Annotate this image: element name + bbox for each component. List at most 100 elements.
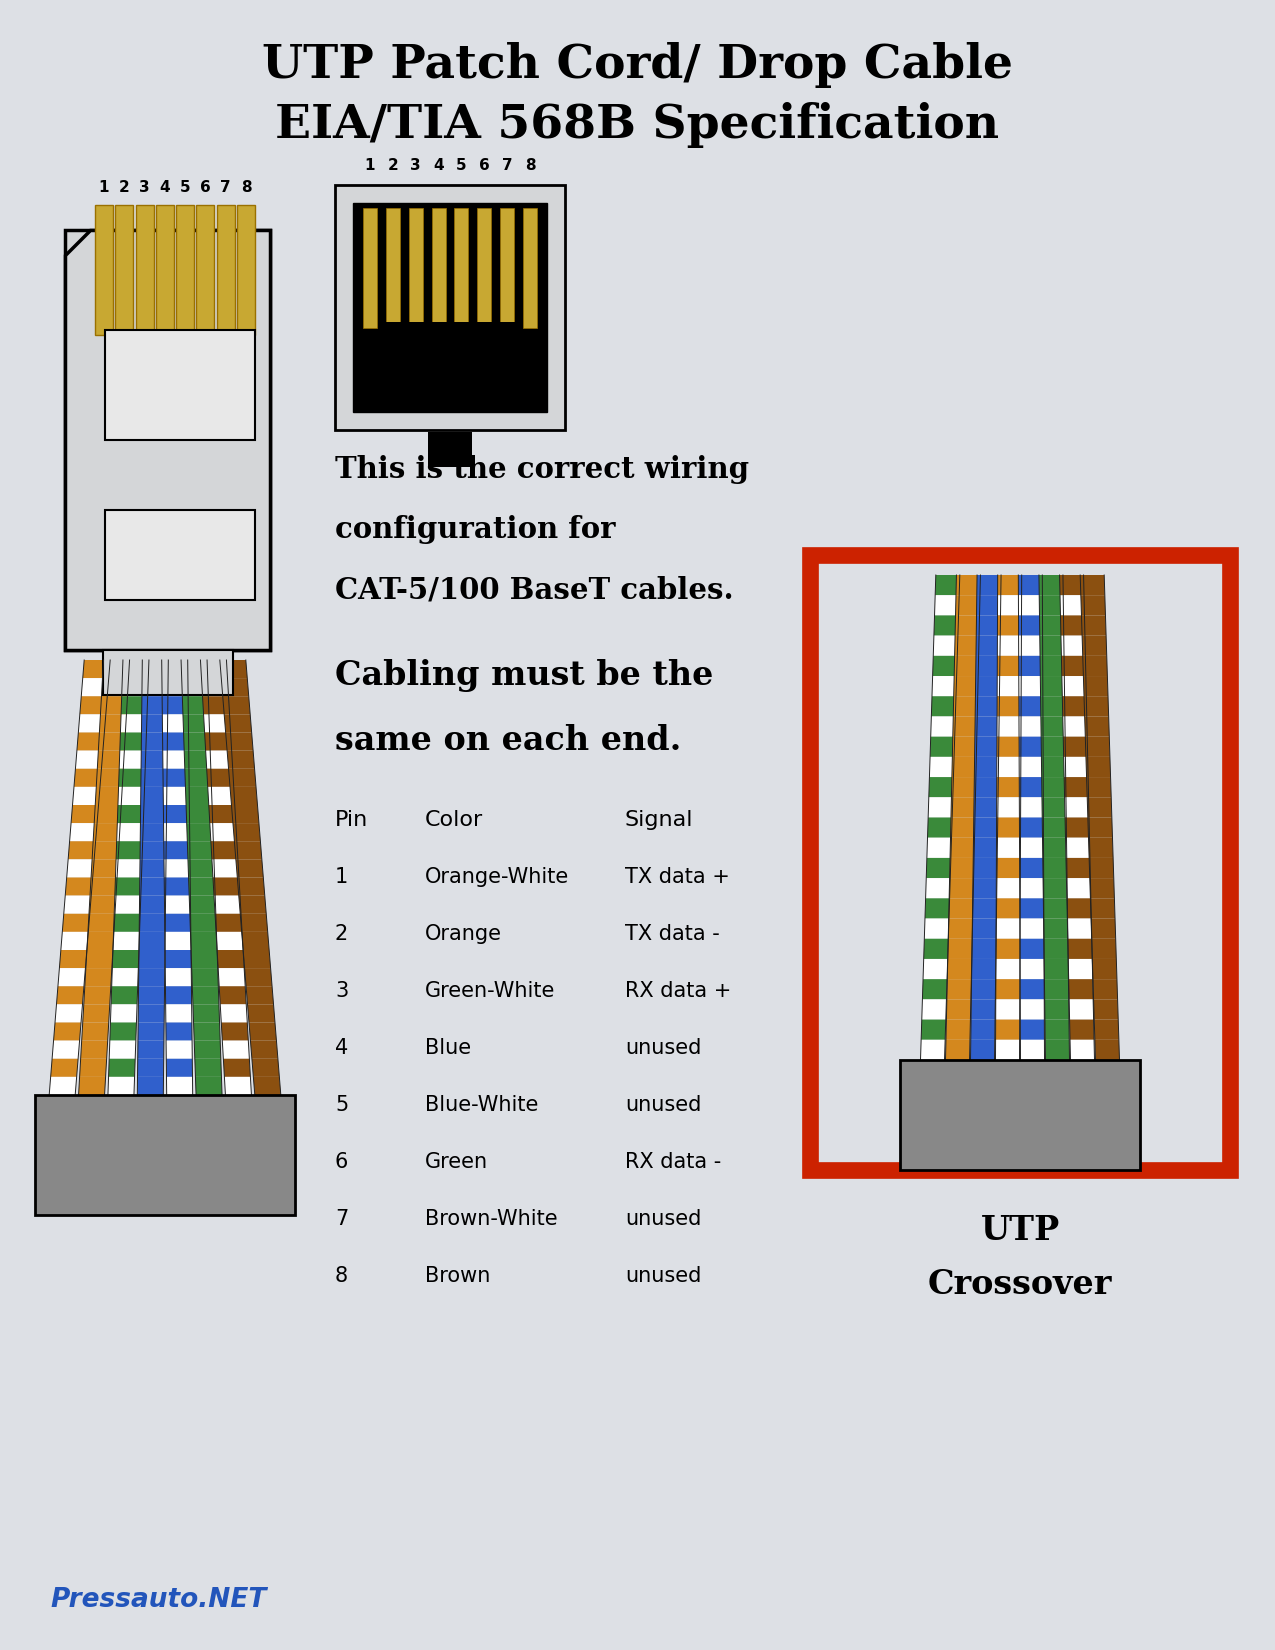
Text: 1: 1 — [98, 180, 110, 195]
Polygon shape — [928, 777, 954, 797]
Polygon shape — [922, 1000, 946, 1020]
Polygon shape — [85, 969, 112, 987]
Polygon shape — [79, 1059, 107, 1077]
Polygon shape — [139, 896, 166, 914]
Polygon shape — [1066, 838, 1090, 858]
Polygon shape — [140, 842, 166, 860]
Polygon shape — [244, 950, 270, 969]
Polygon shape — [82, 1023, 108, 1041]
Polygon shape — [112, 969, 138, 987]
Polygon shape — [85, 950, 113, 969]
Bar — [431, 208, 445, 328]
Polygon shape — [232, 805, 259, 823]
Polygon shape — [947, 939, 973, 959]
Polygon shape — [138, 1077, 163, 1096]
Polygon shape — [977, 574, 1001, 596]
Polygon shape — [949, 919, 973, 939]
Text: 7: 7 — [502, 158, 513, 173]
Polygon shape — [952, 757, 977, 777]
Polygon shape — [997, 817, 1020, 838]
Polygon shape — [1088, 817, 1113, 838]
Polygon shape — [924, 898, 950, 919]
Polygon shape — [973, 898, 997, 919]
Polygon shape — [996, 978, 1020, 1000]
Polygon shape — [1068, 978, 1093, 1000]
Polygon shape — [140, 787, 167, 805]
Polygon shape — [933, 635, 958, 655]
Polygon shape — [163, 842, 190, 860]
Polygon shape — [921, 1040, 945, 1059]
Polygon shape — [1020, 898, 1044, 919]
Polygon shape — [138, 1023, 164, 1041]
Polygon shape — [205, 751, 232, 769]
Polygon shape — [233, 823, 260, 842]
Polygon shape — [185, 769, 212, 787]
Text: Pressauto.NET: Pressauto.NET — [50, 1587, 266, 1614]
Text: unused: unused — [625, 1209, 701, 1229]
Polygon shape — [1040, 696, 1065, 716]
Bar — [523, 208, 537, 328]
Polygon shape — [1066, 858, 1090, 878]
Text: RX data -: RX data - — [625, 1152, 722, 1171]
Text: unused: unused — [625, 1266, 701, 1285]
Polygon shape — [975, 716, 1000, 736]
Polygon shape — [1065, 797, 1089, 817]
Bar — [386, 208, 400, 328]
Polygon shape — [99, 714, 126, 733]
Polygon shape — [1061, 655, 1086, 676]
Text: Green: Green — [425, 1152, 488, 1171]
Polygon shape — [952, 716, 977, 736]
Polygon shape — [946, 1040, 970, 1059]
Polygon shape — [55, 1005, 83, 1023]
Polygon shape — [140, 769, 167, 787]
Polygon shape — [996, 959, 1020, 978]
Polygon shape — [1042, 797, 1066, 817]
Text: Blue: Blue — [425, 1038, 472, 1058]
Polygon shape — [83, 660, 110, 678]
Polygon shape — [139, 914, 166, 932]
Polygon shape — [1040, 716, 1065, 736]
Polygon shape — [974, 797, 998, 817]
Polygon shape — [1019, 797, 1043, 817]
Text: Brown-White: Brown-White — [425, 1209, 557, 1229]
Polygon shape — [195, 1077, 222, 1096]
Polygon shape — [1082, 655, 1108, 676]
Polygon shape — [1084, 696, 1109, 716]
Polygon shape — [1094, 1020, 1119, 1040]
Bar — [105, 330, 255, 441]
Polygon shape — [185, 787, 212, 805]
Polygon shape — [1020, 959, 1044, 978]
Polygon shape — [1062, 676, 1086, 696]
Polygon shape — [1095, 1040, 1119, 1059]
Text: EIA/TIA 568B Specification: EIA/TIA 568B Specification — [275, 102, 1000, 148]
Polygon shape — [1044, 939, 1068, 959]
Polygon shape — [215, 914, 242, 932]
Polygon shape — [70, 823, 97, 842]
Polygon shape — [218, 969, 245, 987]
Polygon shape — [977, 615, 1001, 635]
Polygon shape — [997, 574, 1021, 596]
Polygon shape — [190, 932, 217, 950]
Text: Blue-White: Blue-White — [425, 1096, 538, 1115]
Text: 8: 8 — [525, 158, 536, 173]
Polygon shape — [1020, 1000, 1044, 1020]
Polygon shape — [108, 1059, 135, 1077]
Polygon shape — [973, 858, 997, 878]
Polygon shape — [208, 787, 235, 805]
Polygon shape — [80, 1041, 107, 1059]
Text: 2: 2 — [335, 924, 348, 944]
Polygon shape — [92, 842, 119, 860]
Polygon shape — [997, 757, 1021, 777]
Polygon shape — [249, 1023, 277, 1041]
Polygon shape — [190, 914, 217, 932]
Polygon shape — [115, 896, 140, 914]
Polygon shape — [139, 878, 166, 896]
Polygon shape — [975, 655, 1000, 676]
Polygon shape — [83, 1005, 110, 1023]
Text: UTP: UTP — [980, 1213, 1060, 1246]
Polygon shape — [215, 932, 244, 950]
Polygon shape — [1085, 716, 1109, 736]
Polygon shape — [167, 1077, 193, 1096]
Polygon shape — [102, 660, 130, 678]
Polygon shape — [74, 769, 102, 787]
